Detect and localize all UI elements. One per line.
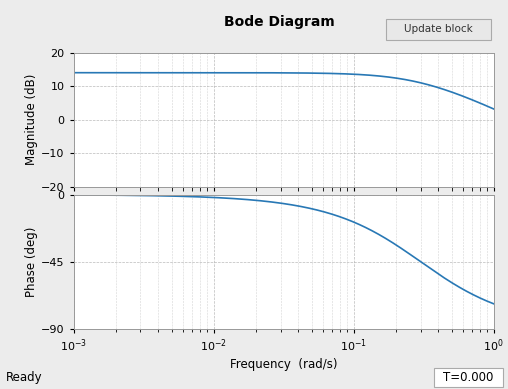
- FancyBboxPatch shape: [386, 19, 491, 40]
- Text: Ready: Ready: [6, 371, 43, 384]
- X-axis label: Frequency  (rad/s): Frequency (rad/s): [230, 359, 337, 371]
- Text: Update block: Update block: [404, 24, 472, 34]
- Text: Bode Diagram: Bode Diagram: [224, 15, 335, 29]
- FancyBboxPatch shape: [434, 368, 503, 387]
- Y-axis label: Phase (deg): Phase (deg): [25, 226, 39, 297]
- Text: T=0.000: T=0.000: [443, 371, 494, 384]
- Y-axis label: Magnitude (dB): Magnitude (dB): [25, 74, 39, 165]
